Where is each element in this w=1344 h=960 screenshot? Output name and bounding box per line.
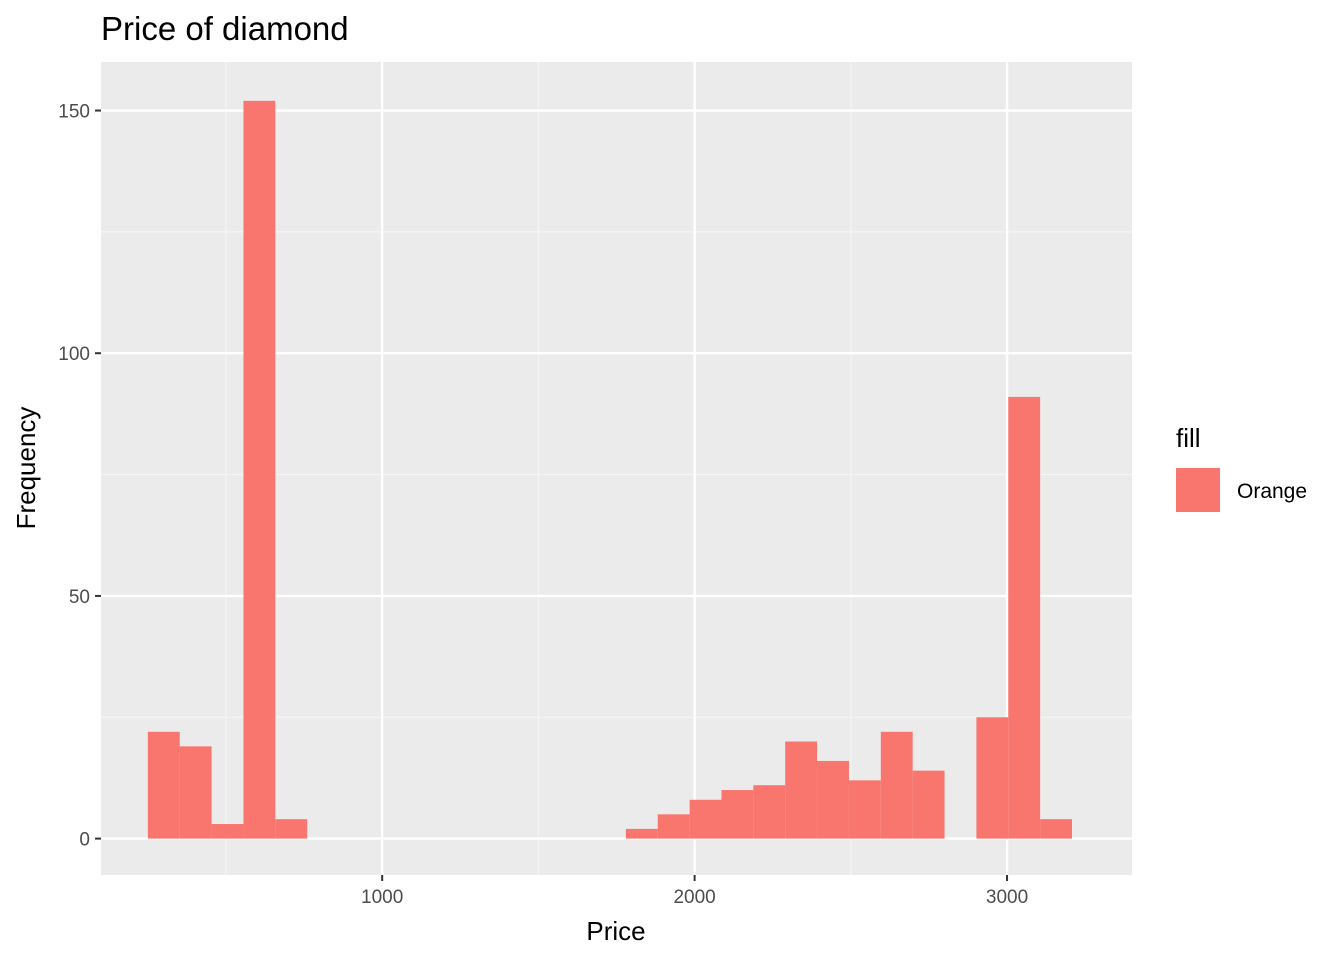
legend-label-orange: Orange	[1237, 480, 1307, 503]
histogram-bar	[817, 760, 849, 839]
legend-key-orange	[1176, 468, 1220, 512]
y-tick-label: 50	[69, 587, 90, 608]
histogram-bar	[243, 100, 276, 839]
histogram-bar	[689, 799, 722, 839]
histogram-bar	[1040, 819, 1073, 839]
histogram-bar	[976, 717, 1009, 839]
histogram-bar	[753, 785, 786, 839]
histogram-bar	[147, 731, 180, 839]
legend: fill Orange	[1176, 423, 1307, 512]
histogram-bar	[880, 731, 913, 839]
legend-title: fill	[1176, 423, 1201, 453]
x-axis: 1000 2000 3000	[361, 875, 1028, 908]
histogram-bars	[147, 100, 1073, 839]
histogram-bar	[275, 819, 308, 839]
x-tick-label: 2000	[673, 887, 715, 908]
histogram-bar	[912, 770, 945, 839]
histogram-bar	[179, 746, 212, 839]
y-tick-label: 150	[58, 102, 90, 123]
histogram-bar	[1008, 396, 1041, 839]
x-tick-label: 1000	[361, 887, 403, 908]
histogram-bar	[625, 828, 658, 839]
y-axis-label: Frequency	[11, 407, 41, 530]
chart-title: Price of diamond	[101, 10, 349, 47]
x-axis-label: Price	[586, 916, 645, 946]
y-axis: 0 50 100 150	[58, 102, 101, 851]
y-tick-label: 100	[58, 344, 90, 365]
y-tick-label: 0	[79, 830, 90, 851]
histogram-bar	[848, 780, 881, 839]
histogram-bar	[785, 741, 818, 839]
x-tick-label: 3000	[986, 887, 1028, 908]
histogram-bar	[211, 824, 244, 839]
histogram-bar	[721, 790, 754, 839]
histogram-bar	[657, 814, 690, 839]
